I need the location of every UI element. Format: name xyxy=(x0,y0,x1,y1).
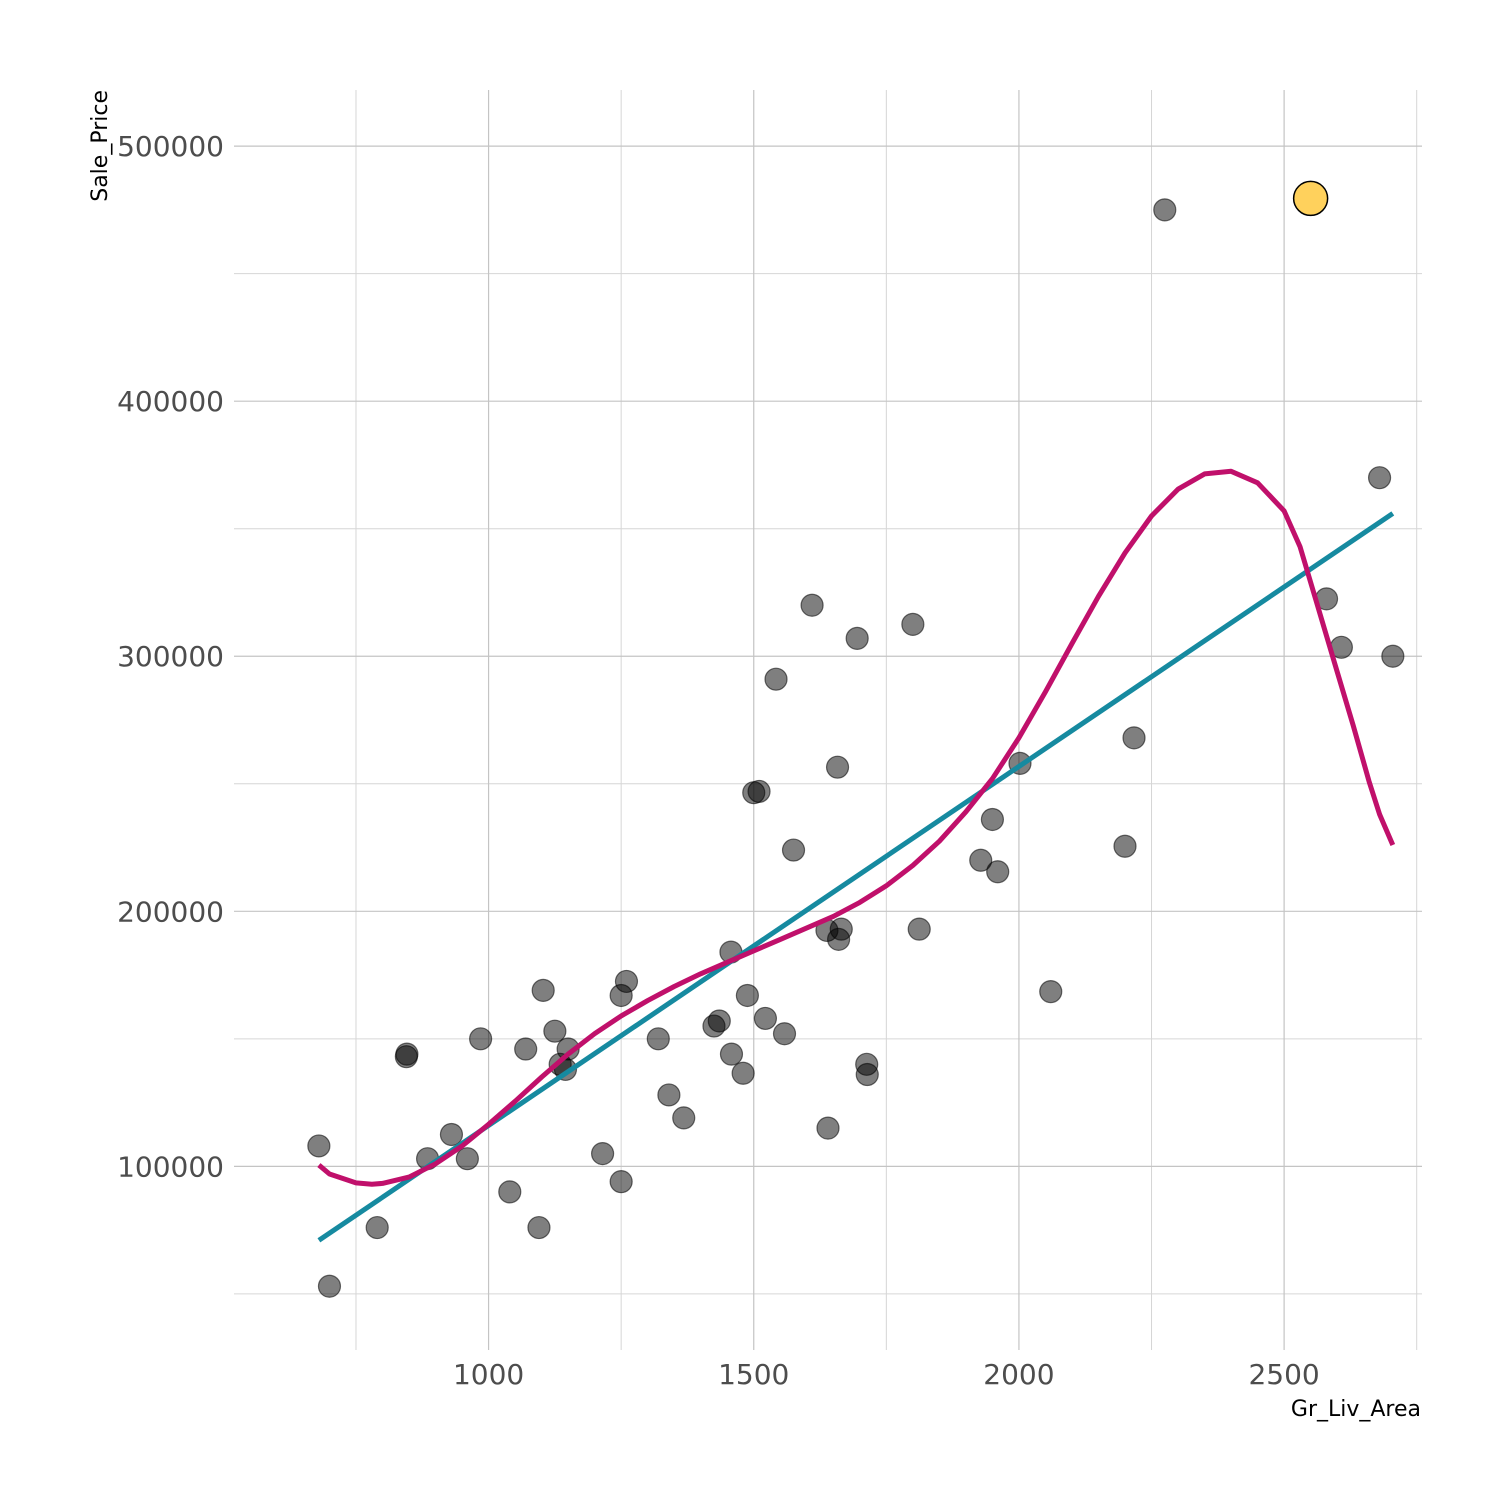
data-point xyxy=(825,755,850,779)
y-tick-label: 300000 xyxy=(117,640,224,673)
data-point xyxy=(845,626,869,650)
x-axis-title: Gr_Liv_Area xyxy=(1291,1397,1421,1422)
data-point xyxy=(469,1027,493,1051)
data-point xyxy=(527,1215,551,1240)
data-point xyxy=(980,807,1005,832)
data-point xyxy=(731,1061,755,1085)
data-point xyxy=(609,1170,633,1194)
data-point xyxy=(781,838,806,862)
data-point xyxy=(1039,980,1063,1004)
data-point xyxy=(1122,726,1146,750)
data-point xyxy=(1113,834,1137,858)
data-point xyxy=(455,1147,479,1171)
data-point xyxy=(514,1037,538,1061)
data-point xyxy=(1153,198,1177,222)
data-point xyxy=(719,1042,744,1066)
x-tick-label: 2500 xyxy=(1248,1358,1319,1391)
y-tick-label: 200000 xyxy=(117,895,224,928)
x-tick-labels: 1000 1500 2000 2500 xyxy=(453,1358,1320,1391)
data-point xyxy=(829,917,853,941)
polynomial-fit-line xyxy=(317,468,1396,1187)
data-point xyxy=(307,1134,331,1158)
data-point xyxy=(753,1006,778,1031)
data-point xyxy=(498,1180,522,1204)
data-point xyxy=(1367,466,1392,490)
y-tick-label: 400000 xyxy=(117,385,224,418)
data-point xyxy=(556,1037,580,1061)
data-point xyxy=(317,1274,342,1298)
data-point xyxy=(969,848,993,872)
data-point xyxy=(800,593,824,617)
y-tick-labels: 100000 200000 300000 400000 500000 xyxy=(117,130,224,1183)
data-point xyxy=(439,1122,464,1147)
data-point xyxy=(590,1142,615,1166)
data-point xyxy=(764,667,788,691)
y-tick-label: 500000 xyxy=(117,130,224,163)
x-tick-label: 2000 xyxy=(983,1358,1054,1391)
data-point xyxy=(907,917,931,941)
x-tick-label: 1500 xyxy=(718,1358,789,1391)
data-point xyxy=(543,1019,567,1043)
highlighted-point xyxy=(1292,180,1329,217)
data-point xyxy=(1381,644,1405,668)
scatter-points xyxy=(307,198,1405,1298)
major-gridlines xyxy=(234,90,1422,1350)
data-point xyxy=(747,779,771,804)
data-point xyxy=(707,1009,731,1033)
data-point xyxy=(855,1062,879,1087)
y-axis-title: Sale_Price xyxy=(88,90,113,202)
data-point xyxy=(816,1116,840,1140)
data-point xyxy=(365,1215,389,1240)
data-point xyxy=(395,1042,419,1066)
data-point xyxy=(772,1022,797,1046)
data-point xyxy=(901,612,925,636)
data-point xyxy=(531,978,555,1002)
data-point xyxy=(986,860,1010,884)
data-point xyxy=(657,1083,681,1107)
highlighted-point-layer xyxy=(1292,180,1329,217)
fit-lines xyxy=(317,468,1396,1243)
data-point xyxy=(646,1027,670,1051)
minor-gridlines xyxy=(234,90,1422,1350)
data-point xyxy=(672,1106,696,1130)
data-point xyxy=(735,983,759,1008)
x-tick-label: 1000 xyxy=(453,1358,524,1391)
y-tick-label: 100000 xyxy=(117,1150,224,1183)
data-point xyxy=(614,969,639,994)
